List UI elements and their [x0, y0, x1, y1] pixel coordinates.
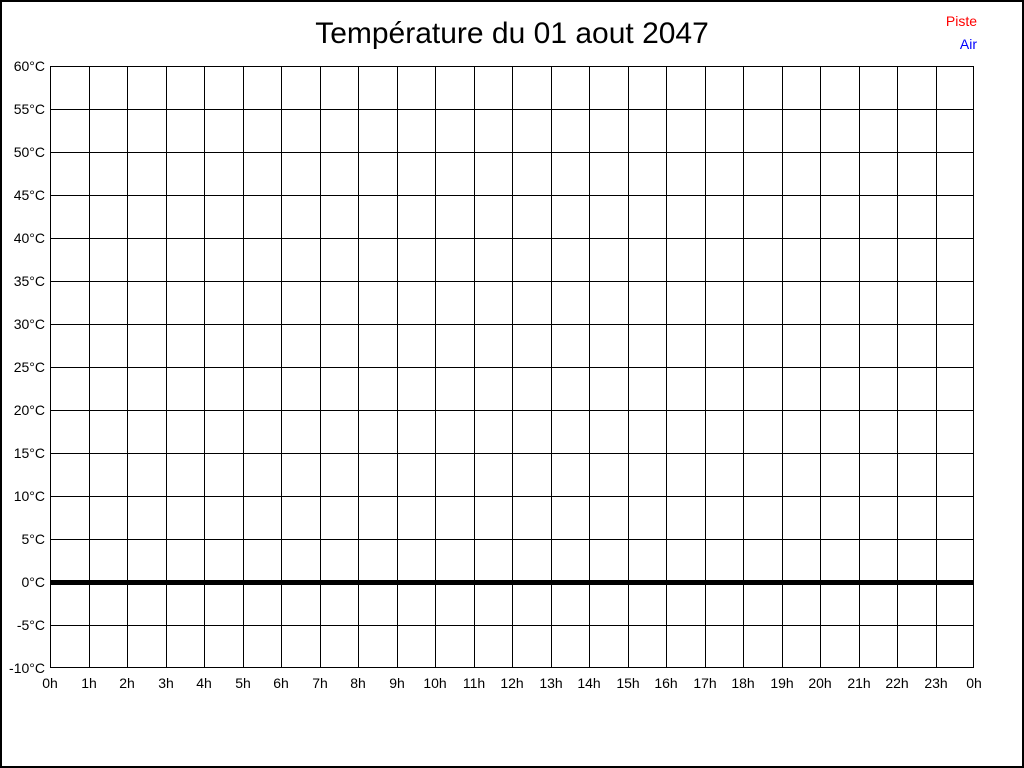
x-axis-tick-label: 14h — [577, 675, 601, 691]
gridline-horizontal — [50, 324, 974, 325]
y-axis-tick-label: -10°C — [9, 660, 45, 676]
x-axis-tick-label: 19h — [770, 675, 794, 691]
x-axis-tick-label: 0h — [42, 675, 58, 691]
chart-title: Température du 01 aout 2047 — [315, 17, 709, 50]
y-axis-tick-label: 60°C — [13, 58, 45, 74]
gridline-horizontal — [50, 496, 974, 497]
plot-area — [50, 66, 974, 668]
gridline-horizontal — [50, 238, 974, 239]
x-axis-tick-label: 20h — [808, 675, 832, 691]
gridline-horizontal — [50, 367, 974, 368]
gridline-horizontal — [50, 195, 974, 196]
gridline-horizontal — [50, 152, 974, 153]
x-axis-tick-label: 1h — [81, 675, 97, 691]
y-axis-tick-label: 55°C — [13, 101, 45, 117]
chart-legend: Piste Air — [946, 10, 977, 56]
x-axis-tick-label: 9h — [389, 675, 405, 691]
y-axis-tick-label: 15°C — [13, 445, 45, 461]
y-axis-tick-label: -5°C — [16, 617, 45, 633]
gridline-horizontal — [50, 539, 974, 540]
x-axis-tick-label: 5h — [235, 675, 251, 691]
zero-degree-line — [50, 580, 974, 585]
y-axis-tick-label: 5°C — [21, 531, 46, 547]
x-axis-tick-label: 11h — [462, 675, 486, 691]
y-axis-tick-label: 40°C — [13, 230, 45, 246]
gridline-horizontal — [50, 66, 974, 67]
x-axis-tick-label: 23h — [924, 675, 948, 691]
gridline-horizontal — [50, 453, 974, 454]
x-axis-tick-label: 16h — [654, 675, 678, 691]
x-axis-tick-label: 0h — [966, 675, 982, 691]
x-axis-tick-label: 10h — [423, 675, 447, 691]
y-axis-tick-label: 10°C — [13, 488, 45, 504]
legend-item-air: Air — [959, 36, 977, 52]
x-axis-tick-label: 6h — [273, 675, 289, 691]
x-axis-tick-label: 4h — [196, 675, 212, 691]
y-axis-tick-label: 35°C — [13, 273, 45, 289]
y-axis-tick-label: 25°C — [13, 359, 45, 375]
x-axis-tick-label: 8h — [350, 675, 366, 691]
x-axis-tick-label: 7h — [312, 675, 328, 691]
y-axis-tick-label: 0°C — [21, 574, 46, 590]
gridline-horizontal — [50, 109, 974, 110]
gridline-horizontal — [50, 667, 974, 668]
gridline-horizontal — [50, 410, 974, 411]
x-axis-tick-label: 15h — [616, 675, 640, 691]
x-axis-tick-label: 12h — [500, 675, 524, 691]
y-axis-tick-label: 45°C — [13, 187, 45, 203]
legend-item-piste: Piste — [945, 13, 977, 29]
x-axis-tick-label: 13h — [539, 675, 563, 691]
x-axis-tick-label: 2h — [119, 675, 135, 691]
x-axis-tick-label: 21h — [847, 675, 871, 691]
y-axis-tick-label: 20°C — [13, 402, 45, 418]
x-axis-tick-label: 3h — [158, 675, 174, 691]
gridline-horizontal — [50, 625, 974, 626]
gridline-horizontal — [50, 281, 974, 282]
y-axis-tick-label: 30°C — [13, 316, 45, 332]
x-axis-tick-label: 17h — [693, 675, 717, 691]
y-axis-tick-label: 50°C — [13, 144, 45, 160]
x-axis-tick-label: 18h — [731, 675, 755, 691]
x-axis-tick-label: 22h — [885, 675, 909, 691]
